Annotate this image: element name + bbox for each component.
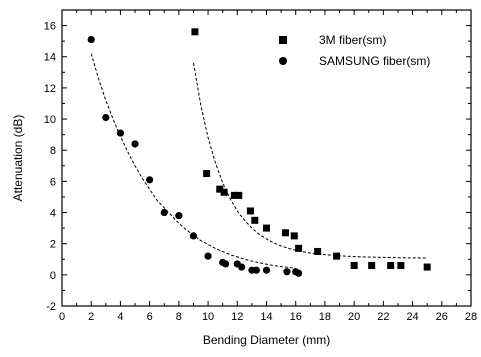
x-tick-label: 22 — [377, 311, 389, 323]
x-tick-label: 6 — [147, 311, 153, 323]
x-tick-label: 2 — [88, 311, 94, 323]
data-point-square — [191, 28, 199, 36]
data-point-circle — [102, 113, 110, 122]
x-tick-label: 4 — [117, 311, 123, 323]
data-point-circle — [295, 269, 303, 277]
data-point-circle — [131, 140, 139, 148]
legend-label: 3M fiber(sm) — [319, 33, 386, 47]
data-point-square — [246, 207, 254, 215]
data-point-circle — [175, 212, 183, 220]
y-tick-label: 12 — [44, 83, 56, 95]
data-point-circle — [189, 232, 198, 240]
x-tick-label: 28 — [465, 311, 477, 323]
data-point-square — [281, 229, 289, 237]
y-tick-label: 8 — [50, 145, 56, 157]
x-tick-label: 0 — [59, 311, 65, 323]
y-tick-label: 16 — [44, 21, 56, 33]
y-tick-label: 6 — [50, 176, 56, 188]
data-point-square — [216, 185, 224, 193]
x-tick-label: 20 — [348, 311, 360, 323]
x-tick-label: 18 — [319, 311, 331, 323]
x-tick-label: 14 — [260, 311, 272, 323]
data-points — [87, 28, 431, 277]
data-point-square — [235, 191, 243, 199]
data-point-square — [423, 263, 431, 271]
data-point-circle — [222, 260, 230, 268]
data-point-square — [387, 261, 395, 269]
data-point-square — [230, 191, 238, 199]
y-tick-label: -2 — [46, 301, 56, 313]
fit-curves — [90, 53, 428, 269]
x-tick-label: 24 — [406, 311, 418, 323]
y-tick-label: 4 — [50, 208, 56, 220]
data-point-square — [397, 261, 405, 269]
data-point-circle — [283, 268, 291, 276]
legend: 3M fiber(sm) SAMSUNG fiber(sm) — [279, 33, 430, 68]
legend-square-marker — [279, 36, 287, 44]
data-point-square — [290, 232, 298, 240]
data-point-circle — [146, 176, 154, 184]
data-point-circle — [238, 263, 246, 271]
x-tick-label: 10 — [202, 311, 214, 323]
data-point-circle — [116, 129, 125, 137]
y-axis-label: Attenuation (dB) — [11, 115, 25, 202]
x-axis-label: Bending Diameter (mm) — [203, 333, 330, 347]
y-tick-label: 10 — [44, 114, 56, 126]
data-point-square — [263, 224, 270, 232]
data-point-square — [333, 252, 341, 260]
data-point-circle — [252, 266, 260, 274]
x-tick-label: 16 — [290, 311, 302, 323]
legend-label: SAMSUNG fiber(sm) — [319, 54, 430, 68]
data-point-square — [220, 188, 228, 196]
x-tick-label: 12 — [231, 311, 243, 323]
x-tick-label: 8 — [176, 311, 182, 323]
data-point-circle — [204, 252, 212, 260]
y-tick-label: 14 — [44, 52, 56, 64]
data-point-circle — [262, 266, 271, 274]
data-point-square — [368, 261, 376, 269]
data-point-square — [350, 261, 358, 269]
data-point-circle — [160, 208, 168, 217]
data-point-square — [251, 216, 259, 224]
fit-curve-series-1 — [193, 62, 428, 259]
y-tick-label: 0 — [50, 270, 56, 282]
x-tick-label: 26 — [436, 311, 448, 323]
data-point-square — [314, 247, 322, 255]
data-point-circle — [87, 36, 95, 44]
data-point-square — [203, 170, 211, 178]
legend-circle-marker — [279, 57, 287, 65]
y-tick-label: 2 — [50, 239, 56, 251]
data-point-square — [295, 244, 303, 252]
